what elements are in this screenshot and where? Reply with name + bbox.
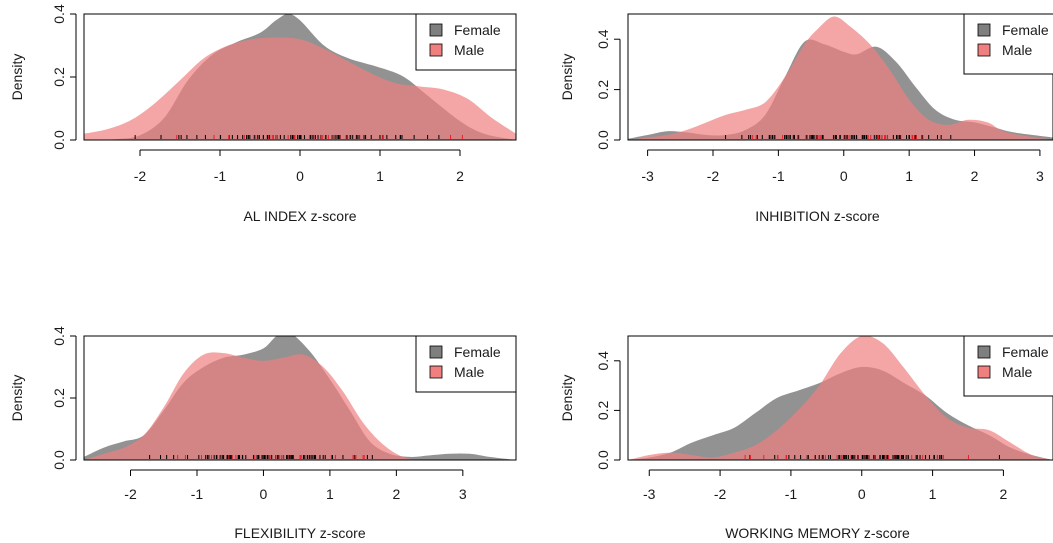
x-tick-label: 1 — [376, 168, 384, 184]
y-tick-label: 0.2 — [51, 388, 67, 408]
x-tick-label: -1 — [214, 168, 227, 184]
x-tick-label: -2 — [714, 486, 727, 502]
legend: Female Male — [963, 13, 1053, 75]
x-tick-label: -2 — [707, 168, 720, 184]
y-axis-title: Density — [559, 375, 575, 422]
y-tick-label: 0.2 — [51, 67, 67, 87]
x-tick-label: -1 — [772, 168, 785, 184]
y-tick-label: 0.2 — [595, 80, 611, 100]
x-tick-label: 0 — [260, 486, 268, 502]
x-tick-label: 3 — [459, 486, 467, 502]
legend-swatch-female — [429, 23, 443, 37]
x-tick-label: 2 — [456, 168, 464, 184]
y-tick-label: 0.4 — [51, 4, 67, 24]
x-axis-title: INHIBITION z-score — [755, 208, 880, 224]
legend-label: Male — [1002, 42, 1033, 58]
y-axis-title: Density — [9, 375, 25, 422]
rug-marks — [134, 135, 463, 139]
x-tick-label: 2 — [971, 168, 979, 184]
legend-label: Female — [454, 344, 501, 360]
x-tick-label: 0 — [296, 168, 304, 184]
legend: Female Male — [415, 13, 517, 71]
legend-swatch-female — [429, 345, 443, 359]
rug-marks — [744, 455, 1000, 459]
x-tick-label: -1 — [785, 486, 798, 502]
x-tick-label: -2 — [134, 168, 147, 184]
legend-swatch-male — [977, 365, 991, 379]
x-tick-label: -2 — [124, 486, 137, 502]
y-tick-label: 0.0 — [51, 130, 67, 150]
density-area-male — [628, 16, 1053, 140]
y-tick-label: 0.2 — [595, 400, 611, 420]
y-tick-label: 0.4 — [51, 326, 67, 346]
y-axis-title: Density — [559, 54, 575, 101]
x-tick-label: -3 — [641, 168, 654, 184]
x-tick-label: -3 — [643, 486, 656, 502]
legend-swatch-male — [977, 43, 991, 57]
plot-frame — [627, 13, 1053, 141]
legend-swatch-male — [429, 365, 443, 379]
density-area-male — [84, 37, 516, 140]
rug-marks — [725, 135, 952, 139]
legend-label: Female — [454, 22, 501, 38]
x-tick-label: 1 — [905, 168, 913, 184]
legend-swatch-female — [977, 23, 991, 37]
legend-box — [415, 335, 517, 393]
y-tick-label: 0.4 — [595, 29, 611, 49]
density-panel-2: -3 -2 -1 0 1 2 3 0.0 0.2 0.4 INHIBITION z-score Den… — [559, 13, 1053, 224]
y-axis-title: Density — [9, 54, 25, 101]
legend: Female Male — [963, 335, 1053, 397]
rug-marks — [149, 455, 373, 459]
x-tick-label: 3 — [1036, 168, 1044, 184]
legend-box — [415, 13, 517, 71]
density-panel-3: -2 -1 0 1 2 3 0.0 0.2 0.4 FLEXIBILITY z-score Dens… — [9, 326, 517, 541]
plot-frame — [83, 13, 517, 141]
y-tick-label: 0.0 — [595, 130, 611, 150]
density-area-male — [628, 336, 1053, 460]
x-axis-title: WORKING MEMORY z-score — [725, 525, 910, 541]
legend-swatch-female — [977, 345, 991, 359]
x-axis-title: AL INDEX z-score — [243, 208, 356, 224]
x-axis-title: FLEXIBILITY z-score — [234, 525, 365, 541]
legend: Female Male — [415, 335, 517, 393]
x-tick-label: 0 — [840, 168, 848, 184]
legend-label: Female — [1002, 344, 1049, 360]
x-tick-label: 1 — [929, 486, 937, 502]
density-panel-1: -2 -1 0 1 2 0.0 0.2 0.4 AL INDEX z-score Density F… — [9, 4, 517, 224]
plot-frame — [627, 335, 1053, 461]
x-tick-label: 0 — [858, 486, 866, 502]
density-area-male — [84, 352, 516, 460]
y-tick-label: 0.4 — [595, 351, 611, 371]
x-tick-label: -1 — [191, 486, 204, 502]
legend-label: Male — [454, 42, 485, 58]
legend-label: Male — [1002, 364, 1033, 380]
density-panel-4: -3 -2 -1 0 1 2 0.0 0.2 0.4 WORKING MEMORY z-score… — [559, 335, 1053, 541]
legend-label: Male — [454, 364, 485, 380]
x-tick-label: 2 — [392, 486, 400, 502]
plot-frame — [83, 335, 517, 461]
legend-swatch-male — [429, 43, 443, 57]
x-tick-label: 2 — [1000, 486, 1008, 502]
legend-label: Female — [1002, 22, 1049, 38]
x-tick-label: 1 — [326, 486, 334, 502]
y-tick-label: 0.0 — [51, 450, 67, 470]
y-tick-label: 0.0 — [595, 450, 611, 470]
